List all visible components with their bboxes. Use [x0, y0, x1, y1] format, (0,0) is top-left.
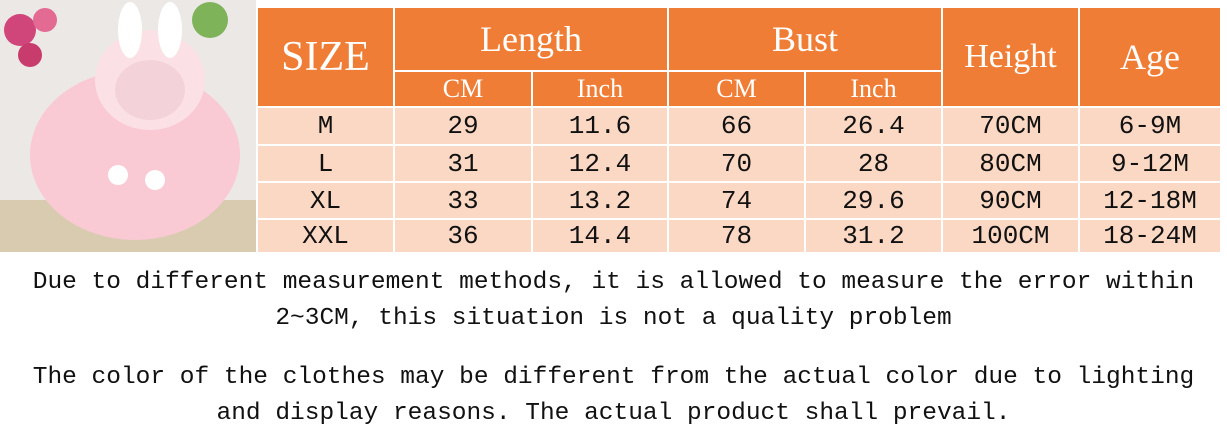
- table-cell: 70CM: [943, 108, 1078, 144]
- table-cell: 29.6: [806, 183, 941, 218]
- note: Due to different measurement methods, it…: [32, 269, 1195, 332]
- length-header: Length: [395, 8, 667, 70]
- table-cell: 74: [669, 183, 804, 218]
- table-cell: 12-18M: [1080, 183, 1220, 218]
- table-cell: XXL: [258, 220, 393, 252]
- height-header: Height: [943, 8, 1078, 106]
- table-cell: 66: [669, 108, 804, 144]
- table-cell: 31.2: [806, 220, 941, 252]
- table-cell: XL: [258, 183, 393, 218]
- table-cell: 12.4: [533, 146, 667, 181]
- unit-header: Inch: [806, 72, 941, 106]
- unit-header: Inch: [533, 72, 667, 106]
- table-cell: 28: [806, 146, 941, 181]
- product-photo: [0, 0, 256, 252]
- table-cell: 18-24M: [1080, 220, 1220, 252]
- table-cell: 29: [395, 108, 531, 144]
- table-cell: 26.4: [806, 108, 941, 144]
- table-cell: 31: [395, 146, 531, 181]
- table-cell: M: [258, 108, 393, 144]
- table-cell: 13.2: [533, 183, 667, 218]
- note: The color of the clothes may be differen…: [32, 364, 1195, 427]
- table-cell: L: [258, 146, 393, 181]
- size-header: SIZE: [258, 8, 393, 106]
- table-cell: 80CM: [943, 146, 1078, 181]
- table-cell: 90CM: [943, 183, 1078, 218]
- table-cell: 100CM: [943, 220, 1078, 252]
- table-cell: 36: [395, 220, 531, 252]
- table-cell: 70: [669, 146, 804, 181]
- unit-header: CM: [669, 72, 804, 106]
- unit-header: CM: [395, 72, 531, 106]
- table-cell: 9-12M: [1080, 146, 1220, 181]
- table-cell: 11.6: [533, 108, 667, 144]
- table-cell: 33: [395, 183, 531, 218]
- table-cell: 78: [669, 220, 804, 252]
- bust-header: Bust: [669, 8, 941, 70]
- table-cell: 14.4: [533, 220, 667, 252]
- age-header: Age: [1080, 8, 1220, 106]
- table-cell: 6-9M: [1080, 108, 1220, 144]
